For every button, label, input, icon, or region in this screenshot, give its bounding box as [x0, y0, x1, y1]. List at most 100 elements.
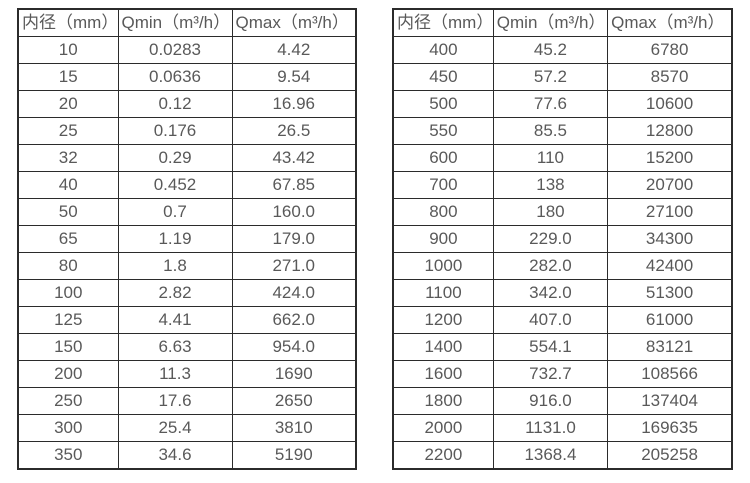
table-cell: 27100: [607, 198, 733, 226]
table-row: 200 11.3 1690: [17, 360, 357, 388]
table-cell: 200: [17, 360, 119, 388]
table-cell: 12800: [607, 117, 733, 145]
table-cell: 450: [392, 63, 494, 91]
table-cell: 15: [17, 63, 119, 91]
header-row: 内径（mm） Qmin（m³/h） Qmax（m³/h）: [392, 8, 733, 37]
flow-spec-table-small-diameters: 内径（mm） Qmin（m³/h） Qmax（m³/h） 10 0.0283 4.42 1…: [17, 8, 357, 470]
table-cell: 15200: [607, 144, 733, 172]
table-row: 1800 916.0 137404: [392, 387, 733, 415]
table-cell: 17.6: [117, 387, 233, 415]
table-cell: 916.0: [492, 387, 609, 415]
table-cell: 900: [392, 225, 494, 253]
table-cell: 26.5: [231, 117, 357, 145]
table-cell: 4.41: [117, 306, 233, 334]
table-cell: 10: [17, 36, 119, 64]
table-cell: 85.5: [492, 117, 609, 145]
column-header: Qmin（m³/h）: [492, 8, 609, 37]
table-row: 600 110 15200: [392, 144, 733, 172]
column-header: Qmin（m³/h）: [117, 8, 233, 37]
table-cell: 1690: [231, 360, 357, 388]
table-row: 100 2.82 424.0: [17, 279, 357, 307]
table-cell: 554.1: [492, 333, 609, 361]
table-cell: 57.2: [492, 63, 609, 91]
table-row: 550 85.5 12800: [392, 117, 733, 145]
table-row: 2200 1368.4 205258: [392, 441, 733, 470]
table-cell: 600: [392, 144, 494, 172]
table-row: 65 1.19 179.0: [17, 225, 357, 253]
table-cell: 4.42: [231, 36, 357, 64]
table-cell: 1400: [392, 333, 494, 361]
table-row: 450 57.2 8570: [392, 63, 733, 91]
table-cell: 179.0: [231, 225, 357, 253]
table-row: 20 0.12 16.96: [17, 90, 357, 118]
table-cell: 45.2: [492, 36, 609, 64]
table-row: 2000 1131.0 169635: [392, 414, 733, 442]
column-header: 内径（mm）: [17, 8, 119, 37]
table-cell: 32: [17, 144, 119, 172]
header-row: 内径（mm） Qmin（m³/h） Qmax（m³/h）: [17, 8, 357, 37]
table-cell: 0.7: [117, 198, 233, 226]
table-row: 700 138 20700: [392, 171, 733, 199]
table-cell: 34.6: [117, 441, 233, 470]
table-row: 400 45.2 6780: [392, 36, 733, 64]
table-row: 350 34.6 5190: [17, 441, 357, 470]
table-cell: 1600: [392, 360, 494, 388]
table-cell: 25.4: [117, 414, 233, 442]
table-cell: 169635: [607, 414, 733, 442]
table-cell: 1000: [392, 252, 494, 280]
table-cell: 550: [392, 117, 494, 145]
table-cell: 138: [492, 171, 609, 199]
table-row: 500 77.6 10600: [392, 90, 733, 118]
table-row: 150 6.63 954.0: [17, 333, 357, 361]
table-cell: 180: [492, 198, 609, 226]
column-header: 内径（mm）: [392, 8, 494, 37]
flow-spec-table-large-diameters: 内径（mm） Qmin（m³/h） Qmax（m³/h） 400 45.2 6780 45…: [392, 8, 733, 470]
table-row: 1200 407.0 61000: [392, 306, 733, 334]
table-cell: 160.0: [231, 198, 357, 226]
table-cell: 3810: [231, 414, 357, 442]
table-cell: 400: [392, 36, 494, 64]
table-cell: 83121: [607, 333, 733, 361]
table-cell: 800: [392, 198, 494, 226]
table-cell: 350: [17, 441, 119, 470]
table-cell: 0.29: [117, 144, 233, 172]
table-cell: 1368.4: [492, 441, 609, 470]
table-row: 1100 342.0 51300: [392, 279, 733, 307]
table-cell: 100: [17, 279, 119, 307]
table-cell: 2.82: [117, 279, 233, 307]
table-cell: 150: [17, 333, 119, 361]
table-cell: 300: [17, 414, 119, 442]
table-cell: 16.96: [231, 90, 357, 118]
column-header: Qmax（m³/h）: [231, 8, 357, 37]
table-cell: 2200: [392, 441, 494, 470]
table-cell: 125: [17, 306, 119, 334]
table-row: 32 0.29 43.42: [17, 144, 357, 172]
table-cell: 0.0636: [117, 63, 233, 91]
table-cell: 6.63: [117, 333, 233, 361]
table-row: 15 0.0636 9.54: [17, 63, 357, 91]
table-cell: 2650: [231, 387, 357, 415]
column-header: Qmax（m³/h）: [607, 8, 733, 37]
table-cell: 0.452: [117, 171, 233, 199]
table-cell: 1.8: [117, 252, 233, 280]
table-cell: 1.19: [117, 225, 233, 253]
table-cell: 20700: [607, 171, 733, 199]
table-cell: 51300: [607, 279, 733, 307]
table-cell: 424.0: [231, 279, 357, 307]
table-cell: 8570: [607, 63, 733, 91]
table-cell: 80: [17, 252, 119, 280]
table-row: 125 4.41 662.0: [17, 306, 357, 334]
table-row: 300 25.4 3810: [17, 414, 357, 442]
table-cell: 50: [17, 198, 119, 226]
table-cell: 11.3: [117, 360, 233, 388]
table-cell: 500: [392, 90, 494, 118]
table-row: 250 17.6 2650: [17, 387, 357, 415]
table-cell: 205258: [607, 441, 733, 470]
table-row: 25 0.176 26.5: [17, 117, 357, 145]
table-cell: 1131.0: [492, 414, 609, 442]
table-cell: 0.176: [117, 117, 233, 145]
table-cell: 43.42: [231, 144, 357, 172]
table-cell: 407.0: [492, 306, 609, 334]
table-cell: 20: [17, 90, 119, 118]
